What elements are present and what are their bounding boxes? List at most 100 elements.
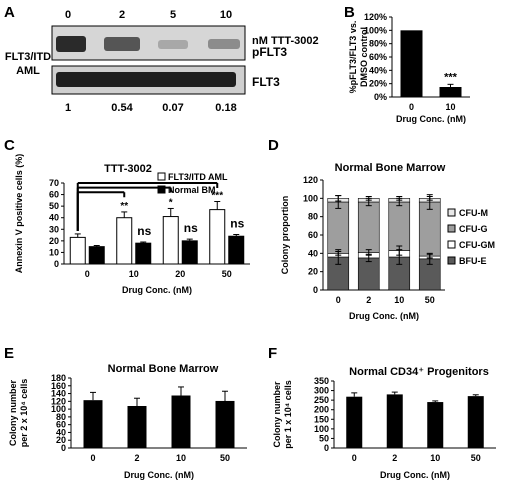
chart-d-y-tick-label: 120 bbox=[303, 175, 318, 185]
chart-d-legend-swatch bbox=[447, 240, 456, 249]
chart-c-x-axis-label: Drug Conc. (nM) bbox=[122, 285, 192, 295]
chart-f-y-tick-label: 300 bbox=[314, 386, 329, 396]
chart-e-x-tick-label: 2 bbox=[134, 453, 139, 463]
chart-b-y-tick-label: 40% bbox=[369, 65, 387, 75]
chart-b-y-axis-label-2: DMSO control bbox=[359, 27, 369, 87]
chart-e-y-tick-label: 160 bbox=[51, 381, 66, 391]
chart-e-x-axis-label: Drug Conc. (nM) bbox=[124, 470, 194, 480]
ratio-0: 1 bbox=[65, 102, 71, 114]
chart-f-x-tick-label: 0 bbox=[352, 453, 357, 463]
chart-c-y-tick-label: 30 bbox=[49, 224, 59, 234]
chart-b-y-tick-label: 100% bbox=[364, 25, 387, 35]
panel-e-letter: E bbox=[4, 345, 14, 362]
chart-e-y-axis-label-2: per 2 x 10⁴ cells bbox=[19, 379, 29, 448]
chart-d-x-tick-label: 50 bbox=[425, 295, 435, 305]
chart-c-ns-label: ns bbox=[230, 216, 244, 230]
chart-d-segment-bfu-e bbox=[357, 257, 380, 291]
chart-c: 0102030405060700**ns10*ns20***ns50TTT-30… bbox=[14, 154, 250, 295]
chart-d-legend-label: CFU-M bbox=[459, 208, 488, 218]
chart-f-y-tick-label: 0 bbox=[324, 443, 329, 453]
chart-d-y-tick-label: 100 bbox=[303, 193, 318, 203]
chart-c-bar-normal-bm bbox=[181, 240, 198, 265]
chart-e-title: Normal Bone Marrow bbox=[108, 363, 219, 375]
chart-b-y-tick-label: 120% bbox=[364, 12, 387, 22]
chart-e-y-tick-label: 180 bbox=[51, 373, 66, 383]
chart-d-segment-cfu-g bbox=[357, 201, 380, 253]
chart-d-y-tick-label: 20 bbox=[308, 267, 318, 277]
chart-b-x-axis-label: Drug Conc. (nM) bbox=[396, 114, 466, 124]
chart-c-y-axis-label: Annexin V positive cells (%) bbox=[14, 154, 24, 274]
conc-header-5: 5 bbox=[170, 9, 176, 21]
chart-f-bar bbox=[467, 396, 484, 448]
chart-c-legend-swatch bbox=[157, 185, 166, 194]
chart-f-y-axis-label-1: Colony number bbox=[272, 381, 282, 447]
chart-d-x-axis-label: Drug Conc. (nM) bbox=[349, 311, 419, 321]
cell-line-label-1: FLT3/ITD bbox=[5, 51, 51, 63]
pflt3-band-10 bbox=[208, 39, 240, 49]
chart-c-bar-aml bbox=[116, 217, 133, 265]
chart-f-bar bbox=[346, 396, 363, 448]
ratio-5: 0.07 bbox=[162, 102, 183, 114]
conc-unit-label: nM TTT-3002 bbox=[252, 35, 319, 47]
chart-e-y-tick-label: 60 bbox=[56, 420, 66, 430]
chart-d-segment-cfu-g bbox=[388, 201, 411, 251]
chart-e-x-tick-label: 0 bbox=[90, 453, 95, 463]
chart-e-x-tick-label: 10 bbox=[176, 453, 186, 463]
chart-f-x-tick-label: 50 bbox=[471, 453, 481, 463]
chart-d-y-tick-label: 60 bbox=[308, 230, 318, 240]
panel-a-letter: A bbox=[4, 4, 15, 21]
panel-d-letter: D bbox=[268, 137, 279, 154]
panel-f-letter: F bbox=[268, 345, 277, 362]
chart-d-y-tick-label: 80 bbox=[308, 212, 318, 222]
chart-b-bar bbox=[400, 30, 423, 97]
chart-c-bar-normal-bm bbox=[228, 235, 245, 265]
chart-b-y-axis-label-1: %pFLT3/FLT3 vs. bbox=[348, 21, 358, 94]
chart-c-x-tick-label: 50 bbox=[222, 269, 232, 279]
chart-b-x-tick-label: 0 bbox=[409, 102, 414, 112]
chart-e-y-tick-label: 140 bbox=[51, 389, 66, 399]
chart-d-legend-label: CFU-GM bbox=[459, 240, 495, 250]
chart-f-y-tick-label: 250 bbox=[314, 395, 329, 405]
panel-a: A 0 2 5 10 nM TTT-3002 FLT3/ITD AML pFLT… bbox=[4, 4, 319, 114]
chart-d-legend-label: BFU-E bbox=[459, 256, 487, 266]
chart-e-y-tick-label: 80 bbox=[56, 412, 66, 422]
chart-e-y-axis-label-1: Colony number bbox=[8, 380, 18, 446]
chart-c-y-tick-label: 10 bbox=[49, 247, 59, 257]
chart-c-y-tick-label: 70 bbox=[49, 178, 59, 188]
chart-d-segment-cfu-g bbox=[418, 201, 441, 257]
chart-d-x-tick-label: 0 bbox=[336, 295, 341, 305]
panel-c-letter: C bbox=[4, 137, 15, 154]
chart-e-y-tick-label: 20 bbox=[56, 435, 66, 445]
chart-c-bar-aml bbox=[69, 236, 86, 265]
chart-b: 0% 20% 40% 60% 80% 100% 120% 0 10 *** Drug Conc. (… bbox=[348, 12, 470, 124]
chart-f-x-tick-label: 10 bbox=[430, 453, 440, 463]
chart-c-x-tick-label: 0 bbox=[85, 269, 90, 279]
conc-header-0: 0 bbox=[65, 9, 71, 21]
chart-e-y-tick-label: 0 bbox=[61, 443, 66, 453]
chart-b-significance: *** bbox=[444, 71, 458, 83]
chart-c-x-tick-label: 20 bbox=[175, 269, 185, 279]
chart-f-y-tick-label: 100 bbox=[314, 424, 329, 434]
chart-c-y-tick-label: 50 bbox=[49, 201, 59, 211]
chart-f-y-tick-label: 50 bbox=[319, 433, 329, 443]
chart-e-bar bbox=[171, 395, 191, 448]
chart-d: 0 20 40 60 80 100 120 0 2 10 50 Normal Bone Marrow C… bbox=[280, 162, 495, 321]
chart-d-legend-label: CFU-G bbox=[459, 224, 488, 234]
chart-e-bar bbox=[215, 400, 235, 448]
chart-d-y-tick-label: 40 bbox=[308, 248, 318, 258]
ratio-2: 0.54 bbox=[111, 102, 133, 114]
chart-c-bar-normal-bm bbox=[88, 246, 105, 265]
chart-f-y-axis-label-2: per 1 x 10⁴ cells bbox=[283, 380, 293, 449]
chart-d-y-axis-label: Colony proportion bbox=[280, 196, 290, 275]
flt3-label: FLT3 bbox=[252, 75, 280, 89]
chart-c-bar-aml bbox=[209, 209, 226, 265]
pflt3-label: pFLT3 bbox=[252, 45, 287, 59]
chart-c-significance: * bbox=[169, 197, 173, 208]
chart-d-x-tick-label: 10 bbox=[394, 295, 404, 305]
pflt3-band-2 bbox=[104, 37, 140, 51]
chart-c-bar-aml bbox=[162, 216, 179, 265]
chart-f-x-tick-label: 2 bbox=[392, 453, 397, 463]
pflt3-band-5 bbox=[158, 40, 188, 49]
